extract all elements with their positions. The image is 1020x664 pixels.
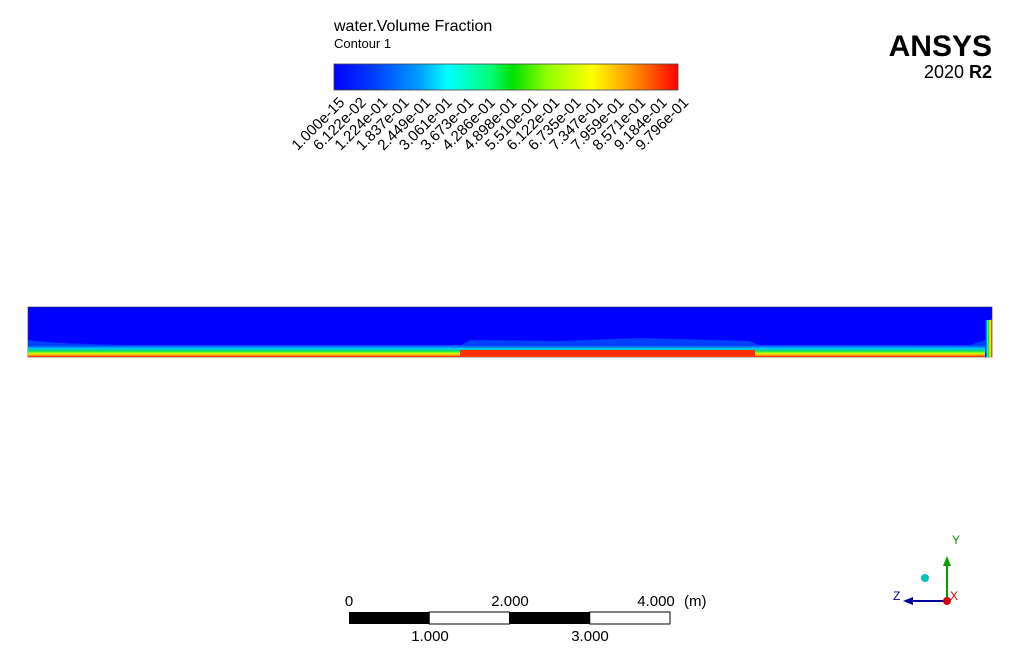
scale-label: 4.000 (637, 593, 675, 610)
scale-label: 3.000 (571, 628, 609, 645)
legend-labels: 1.000e-156.122e-021.224e-011.837e-012.44… (288, 94, 692, 154)
triad-z: Z (893, 589, 900, 603)
logo-name: ANSYS (889, 30, 992, 63)
logo-release: R2 (969, 62, 992, 82)
scale-label: 0 (345, 593, 353, 610)
logo-version: 2020 (924, 62, 964, 82)
legend-subtitle: Contour 1 (334, 36, 391, 51)
scale-label: 1.000 (411, 628, 449, 645)
triad-y: Y (952, 533, 960, 547)
scale-unit: (m) (684, 593, 707, 610)
color-bar (333, 63, 679, 91)
scale-label: 2.000 (491, 593, 529, 610)
legend-title: water.Volume Fraction (333, 18, 492, 35)
triad-x: X (950, 589, 958, 603)
contour-domain (27, 306, 993, 358)
scale-bar (349, 611, 671, 625)
axis-triad (903, 556, 951, 605)
